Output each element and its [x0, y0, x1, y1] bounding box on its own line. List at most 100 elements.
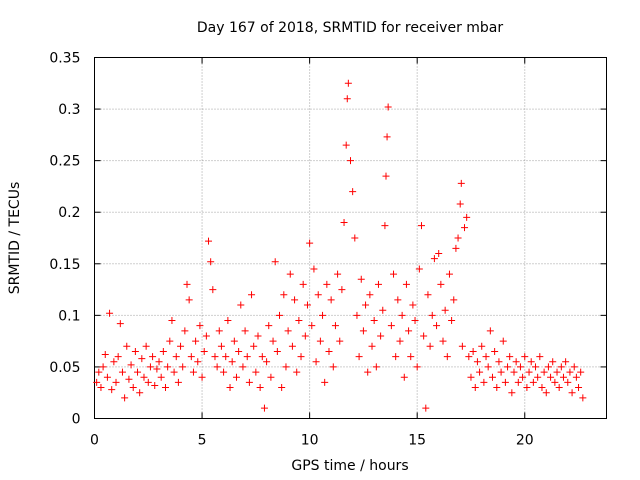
data-point — [217, 342, 225, 350]
data-point — [112, 378, 120, 386]
data-point — [471, 384, 479, 392]
data-point — [127, 361, 135, 369]
data-point — [473, 358, 481, 366]
data-point — [532, 363, 540, 371]
data-point — [125, 375, 133, 383]
data-point — [493, 384, 501, 392]
data-point — [415, 265, 423, 273]
data-point — [523, 384, 531, 392]
data-point — [448, 317, 456, 325]
data-point — [484, 363, 492, 371]
data-point — [551, 378, 559, 386]
data-point — [382, 172, 390, 180]
data-point — [265, 322, 273, 330]
data-point — [269, 337, 277, 345]
data-point — [205, 237, 213, 245]
data-point — [232, 373, 240, 381]
data-point — [433, 322, 441, 330]
data-point — [250, 342, 258, 350]
data-point — [263, 358, 271, 366]
x-tick-label: 0 — [90, 433, 99, 449]
data-point — [321, 378, 329, 386]
data-point — [278, 384, 286, 392]
y-tick-label: 0.3 — [58, 102, 80, 118]
data-point — [392, 353, 400, 361]
data-point — [504, 363, 512, 371]
data-point — [540, 368, 548, 376]
y-tick-label: 0.25 — [49, 154, 80, 170]
data-point — [116, 320, 124, 328]
data-point — [501, 378, 509, 386]
axis-ticks — [94, 57, 607, 419]
data-point — [456, 200, 464, 208]
data-point — [220, 368, 228, 376]
data-point — [480, 378, 488, 386]
data-point — [149, 353, 157, 361]
data-point — [319, 311, 327, 319]
plot-frame — [94, 57, 607, 419]
data-point — [177, 342, 185, 350]
data-point — [136, 389, 144, 397]
data-point — [235, 347, 243, 355]
data-point — [291, 296, 299, 304]
data-point — [521, 353, 529, 361]
data-point — [564, 378, 572, 386]
data-point — [248, 291, 256, 299]
data-point — [439, 337, 447, 345]
data-point — [243, 353, 251, 361]
data-point — [254, 332, 262, 340]
data-point — [110, 358, 118, 366]
data-point — [458, 342, 466, 350]
data-point — [379, 306, 387, 314]
data-point — [144, 378, 152, 386]
data-point — [357, 275, 365, 283]
data-point — [366, 291, 374, 299]
data-point — [575, 384, 583, 392]
data-point — [93, 378, 101, 386]
grid-lines — [94, 57, 607, 419]
data-point — [157, 373, 165, 381]
data-point — [258, 353, 266, 361]
chart-title: Day 167 of 2018, SRMTID for receiver mba… — [197, 20, 504, 36]
data-point — [577, 368, 585, 376]
data-point — [426, 342, 434, 350]
data-point — [164, 363, 172, 371]
data-point — [362, 301, 370, 309]
data-point — [572, 373, 580, 381]
data-point — [129, 384, 137, 392]
data-point — [553, 368, 561, 376]
data-point — [390, 270, 398, 278]
data-point — [155, 358, 163, 366]
data-point — [525, 368, 533, 376]
data-point — [394, 296, 402, 304]
data-point — [463, 213, 471, 221]
data-point — [327, 296, 335, 304]
data-point — [99, 363, 107, 371]
data-point — [566, 368, 574, 376]
data-point — [519, 373, 527, 381]
data-point — [312, 358, 320, 366]
data-point — [325, 347, 333, 355]
data-point — [260, 404, 268, 412]
data-point — [271, 258, 279, 266]
data-point — [237, 301, 245, 309]
data-point — [407, 353, 415, 361]
data-point — [187, 353, 195, 361]
data-point — [228, 358, 236, 366]
data-point — [303, 301, 311, 309]
data-point — [134, 368, 142, 376]
data-point — [450, 296, 458, 304]
data-point — [174, 378, 182, 386]
y-tick-label: 0 — [72, 412, 81, 428]
data-point — [512, 358, 520, 366]
data-point — [557, 363, 565, 371]
data-point — [344, 79, 352, 87]
data-point — [336, 337, 344, 345]
data-point — [368, 342, 376, 350]
data-point — [486, 327, 494, 335]
data-point — [342, 141, 350, 149]
data-point — [555, 384, 563, 392]
data-point — [103, 373, 111, 381]
data-point — [457, 179, 465, 187]
data-point — [428, 311, 436, 319]
